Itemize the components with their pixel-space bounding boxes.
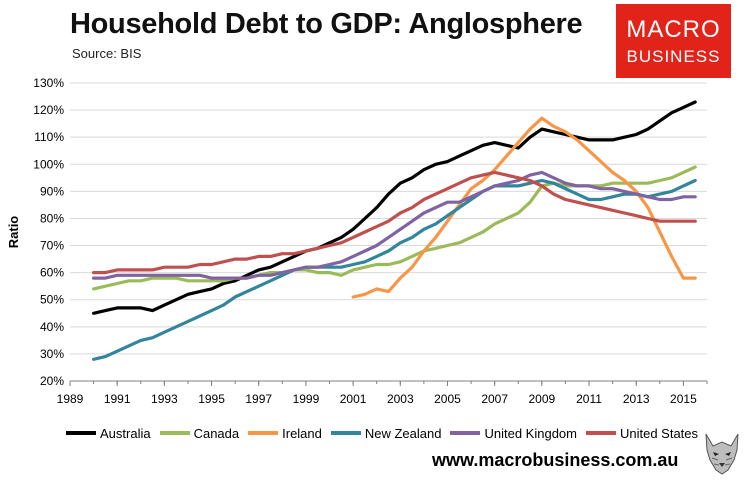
chart-title: Household Debt to GDP: Anglosphere — [70, 8, 583, 40]
y-tick-label: 110% — [34, 130, 64, 144]
series-line-australia — [91, 100, 697, 315]
series-line-united-kingdom — [91, 170, 697, 280]
x-tick-label: 2013 — [623, 392, 650, 406]
legend-item: Canada — [159, 425, 240, 441]
legend-swatch — [330, 431, 361, 435]
legend-label: New Zealand — [364, 425, 442, 441]
x-tick-label: 1995 — [198, 392, 225, 406]
legend-swatch — [159, 431, 190, 435]
y-tick-label: 100% — [33, 157, 64, 171]
legend-swatch — [585, 431, 616, 435]
x-tick-label: 1993 — [151, 392, 178, 406]
chart-legend: Australia Canada Ireland New Zealand United … — [66, 425, 707, 441]
x-tick-label: 2005 — [434, 392, 461, 406]
series-line-canada — [91, 165, 697, 291]
series-line-new-zealand — [91, 178, 697, 361]
legend-item: Australia — [66, 426, 151, 441]
x-tick-label: 1997 — [245, 392, 272, 406]
y-tick-label: 40% — [40, 320, 64, 334]
legend-swatch — [66, 431, 96, 435]
x-tick-label: 1991 — [104, 392, 131, 406]
legend-swatch — [450, 431, 481, 435]
legend-label: United States — [619, 425, 699, 441]
x-tick-label: 2003 — [387, 392, 414, 406]
logo-line1: MACRO — [626, 16, 721, 43]
x-tick-label: 2015 — [670, 392, 697, 406]
x-tick-label: 1999 — [293, 392, 320, 406]
legend-item: New Zealand — [330, 425, 442, 441]
y-tick-label: 20% — [40, 374, 64, 388]
legend-label: Ireland — [282, 425, 322, 441]
legend-item: United Kingdom — [450, 426, 577, 441]
chart-source: Source: BIS — [72, 46, 142, 61]
y-tick-label: 80% — [40, 211, 64, 225]
series-line-united-states — [91, 170, 697, 275]
x-tick-label: 2009 — [529, 392, 556, 406]
y-tick-label: 130% — [33, 76, 64, 90]
wolf-icon — [700, 430, 744, 476]
legend-label: Australia — [100, 425, 151, 441]
legend-item: United States — [585, 425, 699, 441]
x-tick-label: 2007 — [481, 392, 508, 406]
legend-label: Canada — [193, 425, 240, 441]
legend-swatch — [248, 431, 279, 435]
y-tick-label: 60% — [40, 266, 64, 280]
website-url: www.macrobusiness.com.au — [432, 450, 679, 470]
x-tick-label: 2001 — [340, 392, 367, 406]
y-tick-label: 30% — [40, 347, 64, 361]
legend-item: Ireland — [248, 426, 322, 441]
y-tick-label: 50% — [40, 293, 64, 307]
legend-label: United Kingdom — [484, 425, 577, 441]
y-tick-label: 120% — [33, 103, 64, 117]
y-tick-label: 70% — [40, 239, 64, 253]
x-tick-label: 1989 — [57, 392, 84, 406]
logo-line2: BUSINESS — [626, 47, 721, 66]
y-tick-label: 90% — [40, 184, 64, 198]
x-tick-label: 2011 — [576, 392, 602, 406]
y-axis-label: Ratio — [6, 216, 21, 249]
macrobusiness-logo: MACRO BUSINESS — [616, 4, 731, 78]
